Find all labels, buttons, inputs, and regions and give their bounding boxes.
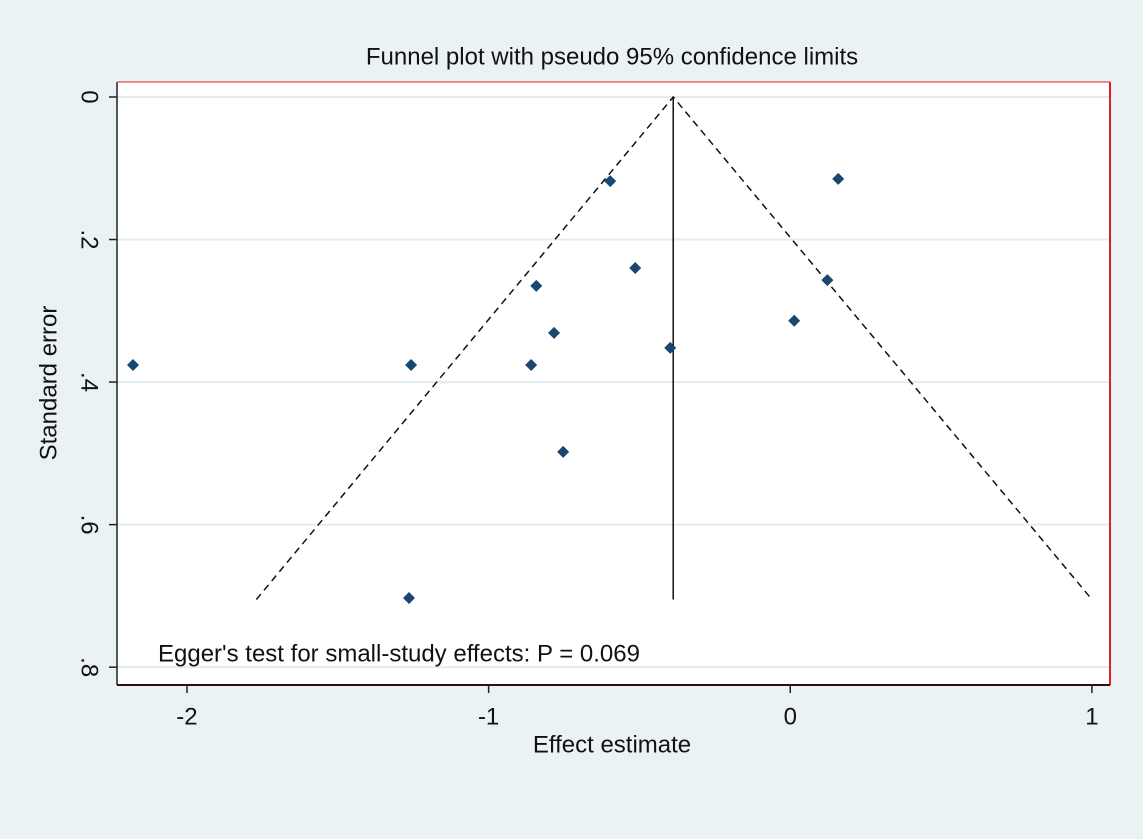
data-point: [530, 279, 543, 292]
y-tick-label: .8: [76, 657, 103, 677]
data-point: [126, 358, 139, 371]
data-point: [557, 445, 570, 458]
plot-area: [117, 82, 1110, 685]
data-point: [664, 341, 677, 354]
data-point: [525, 358, 538, 371]
data-point: [832, 172, 845, 185]
data-point: [821, 274, 834, 287]
y-axis-label: Standard error: [35, 306, 62, 461]
data-point: [405, 358, 418, 371]
x-tick-label: -1: [478, 703, 499, 730]
y-tick-label: 0: [76, 90, 103, 103]
data-point: [402, 592, 415, 605]
y-tick-label: .2: [76, 230, 103, 250]
y-tick-label: .6: [76, 515, 103, 535]
chart-title: Funnel plot with pseudo 95% confidence l…: [366, 43, 858, 70]
data-point: [788, 314, 801, 327]
data-point: [548, 326, 561, 339]
x-tick-label: -2: [176, 703, 197, 730]
x-tick-label: 0: [784, 703, 797, 730]
x-axis-label: Effect estimate: [533, 731, 691, 758]
data-point: [629, 262, 642, 275]
y-tick-label: .4: [76, 372, 103, 392]
x-tick-label: 1: [1085, 703, 1098, 730]
data-point: [604, 175, 617, 188]
annotation: Egger's test for small-study effects: P …: [158, 640, 640, 667]
